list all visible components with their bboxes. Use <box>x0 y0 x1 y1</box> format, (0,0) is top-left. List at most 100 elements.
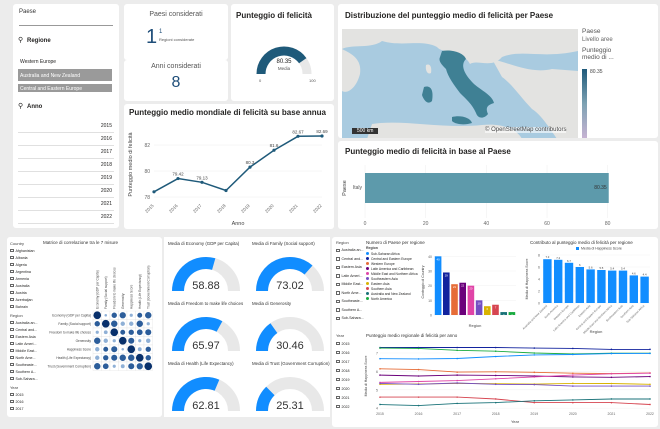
filter-option[interactable]: Australia <box>10 282 44 289</box>
filter-option[interactable]: 2020 <box>336 384 366 393</box>
bar[interactable] <box>434 256 442 315</box>
checkbox[interactable] <box>336 377 340 382</box>
checkbox[interactable] <box>10 341 14 346</box>
data-point[interactable] <box>200 180 204 184</box>
data-point[interactable] <box>176 176 180 181</box>
data-point[interactable] <box>456 402 458 405</box>
filter-option[interactable]: Latin Ameri... <box>336 272 366 281</box>
data-point[interactable] <box>379 357 381 360</box>
filter-option[interactable]: Algeria <box>10 261 44 268</box>
data-point[interactable] <box>533 400 536 402</box>
series-line[interactable] <box>379 398 650 407</box>
checkbox[interactable] <box>336 316 340 320</box>
year-option[interactable]: 2016 <box>18 133 114 146</box>
data-point[interactable] <box>494 401 497 404</box>
checkbox[interactable] <box>10 392 14 397</box>
series-line[interactable] <box>379 372 651 383</box>
year-option[interactable]: 2020 <box>18 185 114 198</box>
checkbox[interactable] <box>336 341 340 346</box>
filter-option[interactable]: North Ame... <box>10 354 44 361</box>
data-point[interactable] <box>379 347 381 349</box>
bar[interactable] <box>543 259 552 303</box>
filter-option[interactable]: Sub-Sahara... <box>10 375 44 382</box>
filter-option[interactable]: Austria <box>10 289 44 296</box>
checkbox[interactable] <box>336 368 340 373</box>
data-point[interactable] <box>649 398 651 400</box>
year-option[interactable]: 2015 <box>18 120 114 133</box>
data-point[interactable] <box>379 403 381 406</box>
year-option[interactable]: 2019 <box>18 172 114 185</box>
filter-option[interactable]: 2016 <box>10 398 44 405</box>
filter-option[interactable]: Latin Ameri... <box>10 340 44 347</box>
bar[interactable] <box>564 262 574 303</box>
data-point[interactable] <box>379 374 381 376</box>
filter-option[interactable]: Argentina <box>10 268 44 275</box>
bar[interactable] <box>618 270 628 303</box>
checkbox[interactable] <box>10 334 14 339</box>
filter-option[interactable]: 2021 <box>336 393 366 402</box>
series-line[interactable] <box>379 374 651 378</box>
checkbox[interactable] <box>336 248 340 252</box>
data-point[interactable] <box>533 376 536 378</box>
filter-option[interactable]: 2022 <box>336 402 366 411</box>
series-line[interactable] <box>380 347 650 350</box>
bar[interactable] <box>597 270 606 303</box>
checkbox[interactable] <box>336 274 340 278</box>
bar[interactable] <box>640 276 649 303</box>
data-point[interactable] <box>456 382 458 384</box>
bar[interactable] <box>365 173 609 203</box>
data-point[interactable] <box>456 371 458 373</box>
data-point[interactable] <box>494 374 497 377</box>
filter-option[interactable]: 2016 <box>336 348 366 357</box>
checkbox[interactable] <box>10 255 14 260</box>
bar[interactable] <box>586 269 595 303</box>
data-point[interactable] <box>417 358 420 360</box>
data-point[interactable] <box>610 401 613 404</box>
map-view[interactable] <box>342 29 578 138</box>
data-point[interactable] <box>494 370 497 373</box>
bar[interactable] <box>492 304 499 315</box>
checkbox[interactable] <box>10 399 14 404</box>
checkbox[interactable] <box>10 406 14 411</box>
data-point[interactable] <box>379 396 381 398</box>
data-point[interactable] <box>572 399 574 401</box>
filter-option[interactable]: Australia an... <box>10 319 44 326</box>
checkbox[interactable] <box>336 308 340 312</box>
data-point[interactable] <box>572 385 574 387</box>
checkbox[interactable] <box>10 320 14 325</box>
data-point[interactable] <box>572 353 574 356</box>
bar[interactable] <box>467 285 475 315</box>
data-point[interactable] <box>379 382 381 385</box>
bar[interactable] <box>508 312 516 315</box>
data-point[interactable] <box>494 383 497 386</box>
region-option-australia[interactable]: Australia and New Zealand <box>18 69 112 81</box>
filter-option[interactable]: Australia an... <box>336 246 366 255</box>
data-point[interactable] <box>649 383 651 386</box>
year-option[interactable]: 2021 <box>18 198 114 211</box>
checkbox[interactable] <box>336 395 340 400</box>
data-point[interactable] <box>533 354 536 356</box>
data-point[interactable] <box>649 372 651 375</box>
filter-option[interactable]: Central and... <box>10 326 44 333</box>
checkbox[interactable] <box>10 304 14 309</box>
data-point[interactable] <box>456 346 458 349</box>
data-point[interactable] <box>456 349 458 352</box>
filter-option[interactable]: 2017 <box>336 357 366 366</box>
data-point[interactable] <box>494 350 497 352</box>
data-point[interactable] <box>649 352 651 355</box>
data-point[interactable] <box>456 374 458 376</box>
filter-option[interactable]: Afghanistan <box>10 247 44 254</box>
year-option[interactable]: 2018 <box>18 159 114 172</box>
checkbox[interactable] <box>336 350 340 355</box>
data-point[interactable] <box>224 188 228 193</box>
data-point[interactable] <box>610 352 613 355</box>
filter-option[interactable]: Albania <box>10 254 44 261</box>
checkbox[interactable] <box>10 348 14 353</box>
bar[interactable] <box>629 275 638 303</box>
checkbox[interactable] <box>10 276 14 281</box>
data-point[interactable] <box>320 134 324 138</box>
filter-option[interactable]: Azerbaijan <box>10 296 44 303</box>
data-point[interactable] <box>494 377 497 380</box>
filter-option[interactable]: Southeaste... <box>10 361 44 368</box>
filter-option[interactable]: Bahrain <box>10 303 44 310</box>
